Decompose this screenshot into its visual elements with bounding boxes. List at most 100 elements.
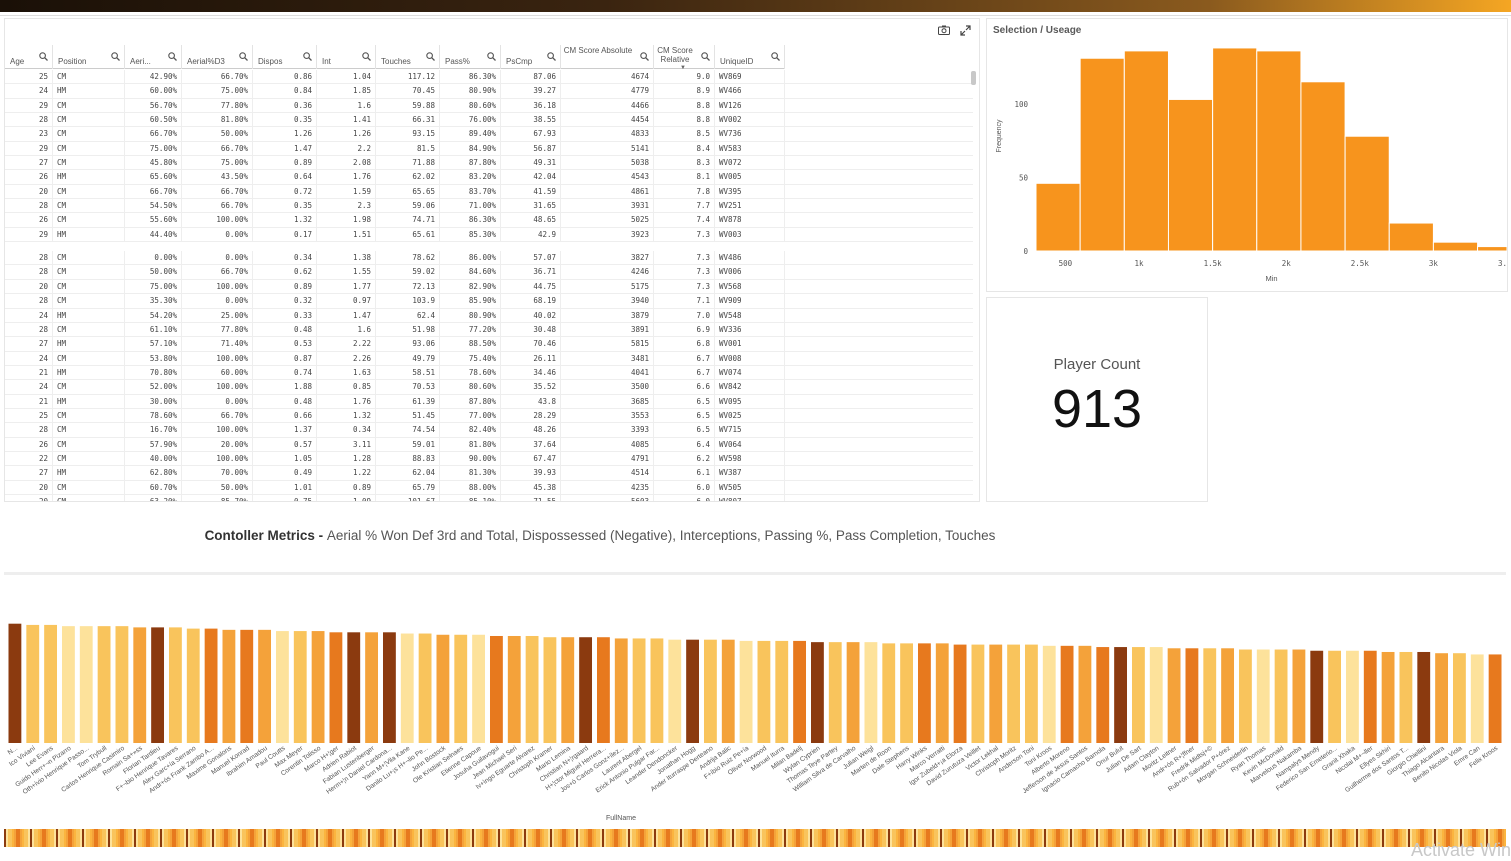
controller-bar[interactable]	[1060, 645, 1074, 743]
histogram-bar[interactable]	[1256, 50, 1302, 252]
controller-bar[interactable]	[757, 640, 771, 743]
table-row[interactable]: 28 CM 54.50% 66.70% 0.35 2.3 59.06 71.00% 31.65 3…	[5, 199, 973, 214]
controller-bar[interactable]	[828, 642, 842, 743]
controller-bar[interactable]	[775, 640, 789, 743]
controller-bar[interactable]	[97, 626, 111, 743]
controller-bar[interactable]	[1399, 651, 1413, 743]
column-header-cmrel[interactable]: CM Score Relative ▼	[654, 45, 715, 71]
controller-bar[interactable]	[79, 626, 93, 743]
controller-bar[interactable]	[846, 642, 860, 743]
table-row[interactable]: 28 CM 61.10% 77.80% 0.48 1.6 51.98 77.20% 30.48 3…	[5, 322, 973, 338]
controller-bar[interactable]	[543, 637, 557, 743]
search-icon[interactable]	[426, 52, 435, 63]
controller-bar[interactable]	[793, 640, 807, 743]
table-row[interactable]: 20 CM 66.70% 66.70% 0.72 1.59 65.65 83.70% 41.59…	[5, 184, 973, 200]
table-row[interactable]: 24 CM 52.00% 100.00% 1.88 0.85 70.53 80.60% 35.5…	[5, 380, 973, 395]
controller-bar[interactable]	[650, 638, 664, 743]
histogram-bar[interactable]	[1123, 50, 1169, 252]
controller-bar[interactable]	[864, 642, 878, 743]
column-header-int[interactable]: Int	[317, 45, 376, 69]
table-row[interactable]: 29 CM 56.70% 77.80% 0.36 1.6 59.88 80.60% 36.18 4…	[5, 98, 973, 114]
controller-bar[interactable]	[1221, 648, 1235, 743]
controller-bar[interactable]	[507, 635, 521, 743]
search-icon[interactable]	[487, 52, 496, 63]
column-header-aerial3[interactable]: Aerial%D3	[182, 45, 253, 69]
column-header-cmabs[interactable]: CM Score Absolute	[561, 45, 654, 69]
controller-bar[interactable]	[1274, 649, 1288, 743]
controller-bar[interactable]	[489, 635, 503, 743]
controller-bar[interactable]	[632, 638, 646, 743]
table-row[interactable]: 28 CM 35.30% 0.00% 0.32 0.97 103.9 85.90% 68.19 3…	[5, 294, 973, 309]
camera-icon[interactable]	[938, 25, 950, 39]
controller-bar[interactable]	[400, 633, 414, 743]
controller-bar[interactable]	[703, 639, 717, 743]
histogram-bar[interactable]	[1300, 81, 1346, 252]
controller-bar[interactable]	[721, 639, 735, 743]
table-row[interactable]: 26 CM 55.60% 100.00% 1.32 1.98 74.71 86.30% 48.6…	[5, 213, 973, 228]
controller-bar[interactable]	[1078, 645, 1092, 743]
controller-bar[interactable]	[686, 639, 700, 743]
controller-bar[interactable]	[668, 639, 682, 743]
table-row[interactable]: 28 CM 50.00% 66.70% 0.62 1.55 59.02 84.60% 36.71…	[5, 265, 973, 280]
search-icon[interactable]	[303, 52, 312, 63]
controller-bar[interactable]	[115, 626, 129, 743]
controller-bar[interactable]	[311, 631, 325, 743]
controller-bar[interactable]	[953, 644, 967, 743]
table-row[interactable]: 24 HM 60.00% 75.00% 0.84 1.85 70.45 80.90% 39.27…	[5, 84, 973, 99]
controller-bar[interactable]	[614, 638, 628, 743]
controller-bar[interactable]	[1203, 648, 1217, 743]
controller-bar[interactable]	[1149, 647, 1163, 743]
table-row[interactable]: 24 HM 54.20% 25.00% 0.33 1.47 62.4 80.90% 40.02 3…	[5, 308, 973, 323]
table-row[interactable]: 20 CM 75.00% 100.00% 0.89 1.77 72.13 82.90% 44.7…	[5, 279, 973, 295]
controller-bar[interactable]	[525, 635, 539, 743]
table-row[interactable]: 21 HM 70.80% 60.00% 0.74 1.63 58.51 78.60% 34.46…	[5, 365, 973, 381]
table-row[interactable]: 29 CM 75.00% 66.70% 1.47 2.2 81.5 84.90% 56.87 51…	[5, 141, 973, 157]
histogram-chart[interactable]: 0 50 100 500 1k 1.5k 2k 2.5k 3k 3.5k Min Frequency	[987, 19, 1507, 291]
table-row[interactable]: 25 CM 42.90% 66.70% 0.86 1.04 117.12 86.30% 87.0…	[5, 70, 973, 85]
controller-bar[interactable]	[1310, 650, 1324, 743]
search-icon[interactable]	[111, 52, 120, 63]
column-header-dispos[interactable]: Dispos	[253, 45, 317, 69]
table-row[interactable]: 20 CM 60.70% 50.00% 1.01 0.89 65.79 88.00% 45.38…	[5, 480, 973, 495]
table-row[interactable]: 25 CM 78.60% 66.70% 0.66 1.32 51.45 77.00% 28.29…	[5, 408, 973, 424]
search-icon[interactable]	[547, 52, 556, 63]
controller-bar[interactable]	[204, 628, 218, 743]
controller-bar[interactable]	[1024, 644, 1038, 743]
controller-bar[interactable]	[436, 634, 450, 743]
controller-bar[interactable]	[810, 642, 824, 743]
controller-bar[interactable]	[935, 643, 949, 743]
column-header-uid[interactable]: UniqueID	[715, 45, 785, 69]
controller-bar[interactable]	[1256, 649, 1270, 743]
table-row[interactable]: 21 HM 30.00% 0.00% 0.48 1.76 61.39 87.80% 43.8 36…	[5, 394, 973, 409]
table-row[interactable]: 29 HM 44.40% 0.00% 0.17 1.51 65.61 85.30% 42.9 39…	[5, 227, 973, 243]
controller-bar[interactable]	[1328, 650, 1342, 743]
controller-bar[interactable]	[1345, 650, 1359, 743]
controller-bar[interactable]	[347, 632, 361, 743]
column-header-touches[interactable]: Touches	[376, 45, 440, 69]
histogram-bar[interactable]	[1344, 135, 1390, 252]
table-row[interactable]: 20 CM 63.20% 85.70% 0.75 1.09 101.67 85.10% 71.5…	[5, 494, 973, 501]
expand-icon[interactable]	[960, 25, 971, 39]
search-icon[interactable]	[640, 52, 649, 63]
column-header-pos[interactable]: Position	[53, 45, 125, 69]
controller-bar[interactable]	[240, 629, 254, 743]
controller-bar[interactable]	[900, 643, 914, 743]
search-icon[interactable]	[39, 52, 48, 63]
controller-bar[interactable]	[739, 640, 753, 743]
search-icon[interactable]	[771, 52, 780, 63]
controller-bar[interactable]	[1167, 648, 1181, 743]
controller-bar[interactable]	[26, 624, 40, 743]
column-header-pass[interactable]: Pass%	[440, 45, 501, 69]
controller-bar[interactable]	[917, 643, 931, 743]
table-row[interactable]: 27 HM 57.10% 71.40% 0.53 2.22 93.06 88.50% 70.46…	[5, 337, 973, 352]
search-icon[interactable]	[239, 52, 248, 63]
table-row[interactable]: 28 CM 60.50% 81.80% 0.35 1.41 66.31 76.00% 38.55…	[5, 113, 973, 128]
histogram-bar[interactable]	[1167, 98, 1214, 252]
bar-chart-mini-scrollbar[interactable]	[4, 829, 1506, 847]
table-row[interactable]: 22 CM 40.00% 100.00% 1.05 1.28 88.83 90.00% 67.4…	[5, 451, 973, 467]
controller-bar[interactable]	[971, 644, 985, 743]
controller-bar[interactable]	[151, 627, 165, 743]
table-row[interactable]: 23 CM 66.70% 50.00% 1.26 1.26 93.15 89.40% 67.93…	[5, 127, 973, 142]
controller-bar[interactable]	[1114, 647, 1128, 743]
